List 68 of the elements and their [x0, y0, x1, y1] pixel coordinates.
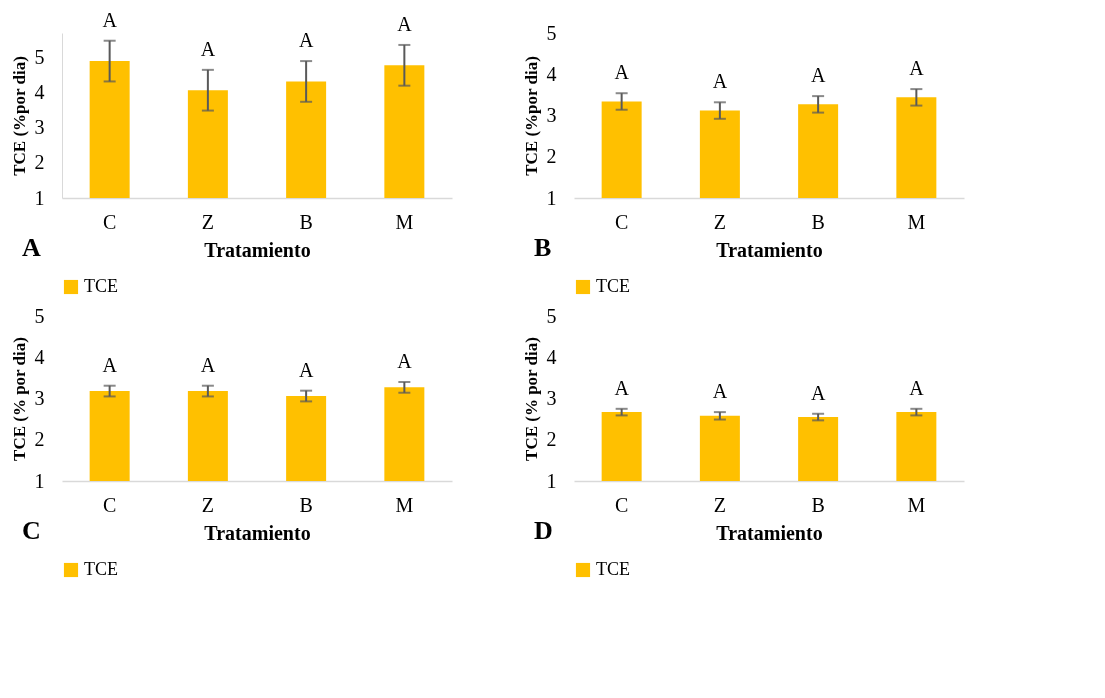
y-tick-label: 1 [546, 469, 557, 492]
x-tick-label: B [811, 493, 825, 516]
y-tick-label: 4 [546, 62, 557, 85]
annotation: A [298, 29, 314, 52]
annotation: A [614, 376, 630, 399]
annotation: A [712, 70, 728, 93]
y-tick-label: 2 [34, 151, 45, 174]
y-tick-label: 5 [34, 304, 45, 327]
y-tick-label: 3 [34, 116, 45, 139]
legend-label: TCE [84, 276, 118, 296]
x-tick-label: Z [713, 210, 726, 233]
y-tick-label: 1 [546, 186, 557, 209]
annotation: A [614, 61, 630, 84]
annotation: A [102, 353, 118, 376]
text: D [534, 516, 553, 545]
y-tick-label: 1 [34, 469, 45, 492]
legend-label: TCE [84, 559, 118, 579]
y-tick-label: 4 [34, 345, 45, 368]
annotation: A [102, 8, 118, 31]
y-tick-label: 2 [546, 145, 557, 168]
x-tick-label: M [395, 493, 414, 516]
y-axis-title: TCE (%por dia) [521, 56, 541, 176]
y-tick-label: 1 [34, 186, 45, 209]
y-tick-label: 4 [34, 81, 45, 104]
y-tick-label: 5 [546, 21, 557, 44]
x-tick-label: C [614, 210, 629, 233]
y-tick-label: 2 [34, 428, 45, 451]
legend-label: TCE [596, 559, 630, 579]
annotation: A [298, 358, 314, 381]
annotation: A [200, 353, 216, 376]
y-tick-label: 5 [546, 304, 557, 327]
annotation: A [909, 376, 925, 399]
x-tick-label: Z [201, 493, 214, 516]
x-tick-label: B [811, 210, 825, 233]
x-tick-label: M [907, 210, 926, 233]
legend-label: TCE [596, 276, 630, 296]
x-axis-title: Tratamiento [204, 521, 311, 544]
x-tick-label: B [299, 493, 313, 516]
x-tick-label: C [102, 493, 117, 516]
x-tick-label: B [299, 210, 313, 233]
y-axis-title: TCE (%por dia) [9, 56, 29, 176]
x-tick-label: C [102, 210, 117, 233]
y-tick-label: 5 [34, 46, 45, 69]
y-tick-label: 2 [546, 428, 557, 451]
y-tick-label: 3 [34, 387, 45, 409]
x-axis-title: Tratamiento [716, 238, 823, 261]
x-tick-label: M [395, 210, 414, 233]
x-axis-title: Tratamiento [716, 521, 823, 544]
annotation: A [397, 12, 413, 35]
y-axis-title: TCE (% por dia) [9, 337, 29, 461]
text: B [534, 233, 552, 262]
y-tick-label: 3 [546, 387, 557, 409]
text: C [22, 516, 41, 545]
text: A [22, 233, 41, 262]
y-tick-label: 4 [546, 345, 557, 368]
y-axis-title: TCE (% por dia) [521, 337, 541, 461]
annotation: A [909, 57, 925, 80]
annotation: A [397, 350, 413, 372]
annotation: A [810, 381, 826, 404]
annotation: A [810, 64, 826, 87]
y-tick-label: 3 [546, 104, 557, 126]
x-tick-label: M [907, 493, 926, 516]
x-tick-label: Z [713, 493, 726, 516]
x-tick-label: C [614, 493, 629, 516]
annotation: A [200, 37, 216, 60]
annotation: A [712, 380, 728, 403]
x-axis-title: Tratamiento [204, 238, 311, 261]
x-tick-label: Z [201, 210, 214, 233]
